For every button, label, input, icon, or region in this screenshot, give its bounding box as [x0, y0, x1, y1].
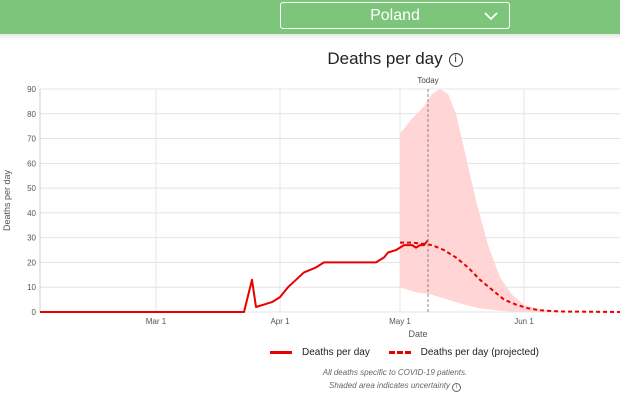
y-tick-label-50: 50	[27, 184, 36, 193]
x-tick-label: May 1	[389, 317, 411, 326]
footnote-uncertainty: Shaded area indicates uncertainty i	[225, 381, 565, 392]
y-tick-label-80: 80	[27, 110, 36, 119]
y-tick-label-60: 60	[27, 159, 36, 168]
y-tick-label-70: 70	[27, 135, 36, 144]
x-tick-label: Apr 1	[270, 317, 290, 326]
x-tick-label: Jun 1	[514, 317, 534, 326]
info-icon[interactable]: i	[448, 53, 463, 67]
y-tick-label-20: 20	[27, 258, 36, 267]
y-tick-label-10: 10	[27, 283, 36, 292]
legend-item-deaths[interactable]: Deaths per day	[270, 347, 370, 358]
y-tick-label-0: 0	[32, 308, 37, 317]
top-bar: Poland	[0, 0, 620, 34]
x-axis-title: Date	[408, 329, 427, 339]
footnote-deaths-specific: All deaths specific to COVID-19 patients…	[322, 368, 468, 377]
legend-label-deaths: Deaths per day	[302, 347, 370, 358]
y-tick-label-90: 90	[27, 85, 36, 94]
legend-label-projected: Deaths per day (projected)	[420, 347, 540, 358]
footnote-uncertainty-text: Shaded area indicates uncertainty	[329, 381, 450, 390]
series-line-projected	[400, 241, 620, 313]
top-bar-shadow	[0, 34, 620, 40]
y-tick-label-40: 40	[27, 209, 36, 218]
chart-legend: Deaths per day Deaths per day (projected…	[270, 346, 555, 358]
legend-swatch-dashed	[388, 351, 411, 354]
uncertainty-info-icon[interactable]: i	[451, 383, 461, 392]
today-label: Today	[417, 76, 438, 85]
chart-title: Deaths per day	[327, 49, 443, 68]
legend-item-projected[interactable]: Deaths per day (projected)	[388, 347, 540, 358]
chart-title-row: Deaths per day i	[0, 49, 620, 69]
uncertainty-band	[400, 89, 568, 312]
country-dropdown[interactable]: Poland	[280, 2, 510, 29]
y-tick-label-30: 30	[27, 234, 36, 243]
y-axis-title: Deaths per day	[2, 169, 12, 231]
country-dropdown-label: Poland	[370, 7, 420, 24]
series-line-deaths	[40, 239, 429, 313]
x-tick-label: Mar 1	[146, 317, 167, 326]
chevron-down-icon	[484, 12, 498, 21]
legend-swatch-solid	[270, 351, 292, 354]
